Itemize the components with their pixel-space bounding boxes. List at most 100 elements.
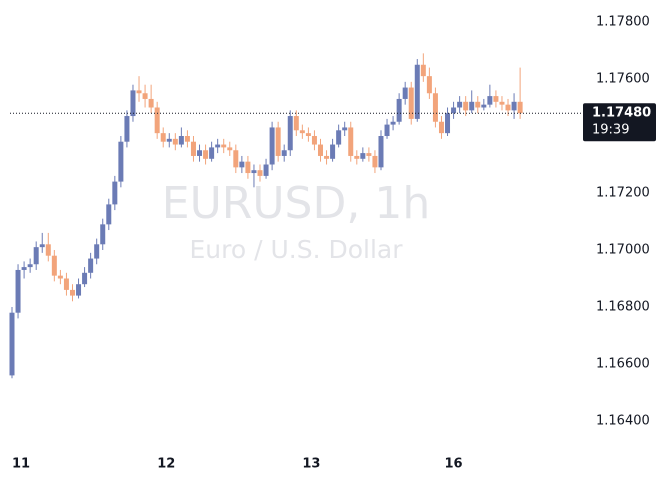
candle-body [378,136,384,168]
candle-body [402,87,408,99]
y-tick-label: 1.16800 [596,300,650,315]
candle-body [396,98,402,122]
candle-body [227,147,233,151]
candle-body [239,161,245,168]
candle-body [63,278,69,290]
candle-body [154,107,160,134]
candle-body [209,147,215,159]
y-tick-label: 1.17600 [596,72,650,87]
candle-body [293,116,299,131]
candle-body [360,153,366,159]
last-price-label: 1.17480 [592,106,651,121]
candle-body [15,269,21,313]
x-tick-label: 13 [302,457,320,472]
candle-body [414,64,420,119]
candle-body [451,107,457,114]
candle-body [384,124,390,136]
candle-body [100,224,106,245]
candle-body [33,247,39,265]
candle-body [9,312,15,376]
candle-body [94,244,100,259]
candle-body [493,96,499,102]
candle-body [124,116,130,142]
x-tick-label: 11 [12,457,30,472]
candle-body [112,181,118,205]
candle-body [257,170,263,176]
candle-body [106,204,112,225]
candle-body [178,136,184,145]
candle-body [408,87,414,119]
y-tick-label: 1.17200 [596,186,650,201]
candle-body [463,101,469,111]
y-tick-label: 1.17800 [596,15,650,30]
countdown: 19:39 [592,123,629,138]
candle-body [336,130,342,145]
candle-body [269,127,275,165]
candle-body [275,127,281,156]
candle-body [311,136,317,145]
candle-body [148,98,154,108]
candle-body [287,116,293,151]
candle-body [511,101,517,111]
candle-body [366,153,372,156]
candle-body [342,127,348,131]
candle-body [27,264,33,268]
candle-body [487,96,493,105]
candle-body [21,267,27,270]
candle-body [245,161,251,174]
candle-body [203,150,209,159]
watermark-subtitle: Euro / U.S. Dollar [189,235,403,264]
candle-body [142,93,148,99]
candle-body [469,101,475,111]
candle-body [330,144,336,159]
candle-body [517,101,523,114]
candle-body [130,90,136,117]
y-tick-label: 1.16400 [596,414,650,429]
candle-body [432,93,438,122]
candle-body [281,150,287,156]
candle-body [299,130,305,134]
candle-body [160,133,166,142]
candle-body [354,155,360,159]
candle-body [76,284,82,296]
candle-body [251,170,257,174]
y-tick-label: 1.17000 [596,243,650,258]
candle-body [263,164,269,176]
candle-body [166,138,172,142]
candle-body [305,133,311,136]
candle-body [82,272,88,285]
candle-body [372,155,378,168]
candle-body [197,150,203,156]
candle-body [481,104,487,108]
candle-body [445,113,451,134]
candle-body [118,141,124,182]
candle-body [348,127,354,156]
candle-body [88,258,94,273]
candle-body [317,144,323,156]
candle-body [420,64,426,77]
x-tick-label: 12 [157,457,175,472]
last-price-box [583,103,656,142]
candle-body [39,244,45,248]
candle-body [233,150,239,168]
x-tick-label: 16 [445,457,463,472]
candle-body [457,101,463,108]
candle-body [184,136,190,142]
candle-body [390,121,396,125]
candle-body [438,121,444,134]
candle-body [215,144,221,148]
candle-body [51,255,57,276]
candle-body [136,90,142,94]
candle-body [69,289,75,296]
candle-body [221,144,227,148]
candle-body [475,101,481,108]
candle-body [499,101,505,105]
y-tick-label: 1.16600 [596,357,650,372]
candle-body [57,275,63,279]
candle-body [505,104,511,111]
candle-body [190,141,196,156]
candle-body [45,244,51,256]
watermark-title: EURUSD, 1h [162,178,430,229]
candle-body [324,155,330,159]
